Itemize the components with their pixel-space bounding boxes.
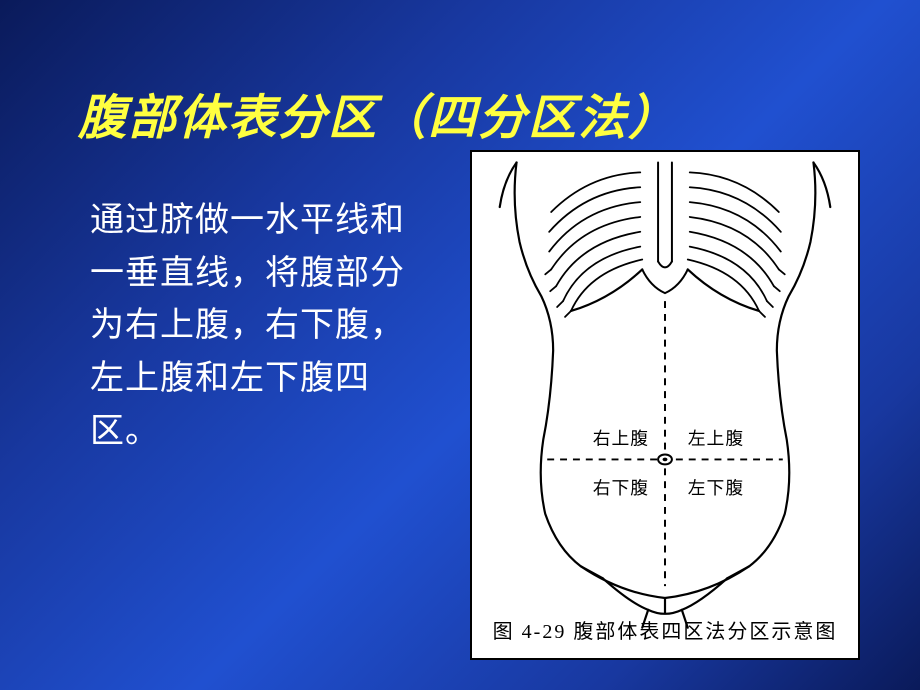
- label-upper-right: 右上腹: [593, 429, 649, 449]
- figure-caption: 图 4-29 腹部体表四区法分区示意图: [472, 615, 858, 644]
- label-lower-right: 右下腹: [593, 478, 649, 498]
- label-lower-left: 左下腹: [688, 478, 744, 498]
- anatomy-svg: 右上腹 左上腹 右下腹 左下腹: [472, 152, 858, 658]
- slide-description: 通过脐做一水平线和一垂直线，将腹部分为右上腹，右下腹，左上腹和左下腹四区。: [90, 195, 430, 458]
- slide-title: 腹部体表分区（四分区法）: [78, 78, 678, 148]
- label-upper-left: 左上腹: [688, 429, 744, 449]
- anatomy-figure: 右上腹 左上腹 右下腹 左下腹 图 4-29 腹部体表四区法分区示意图: [470, 150, 860, 660]
